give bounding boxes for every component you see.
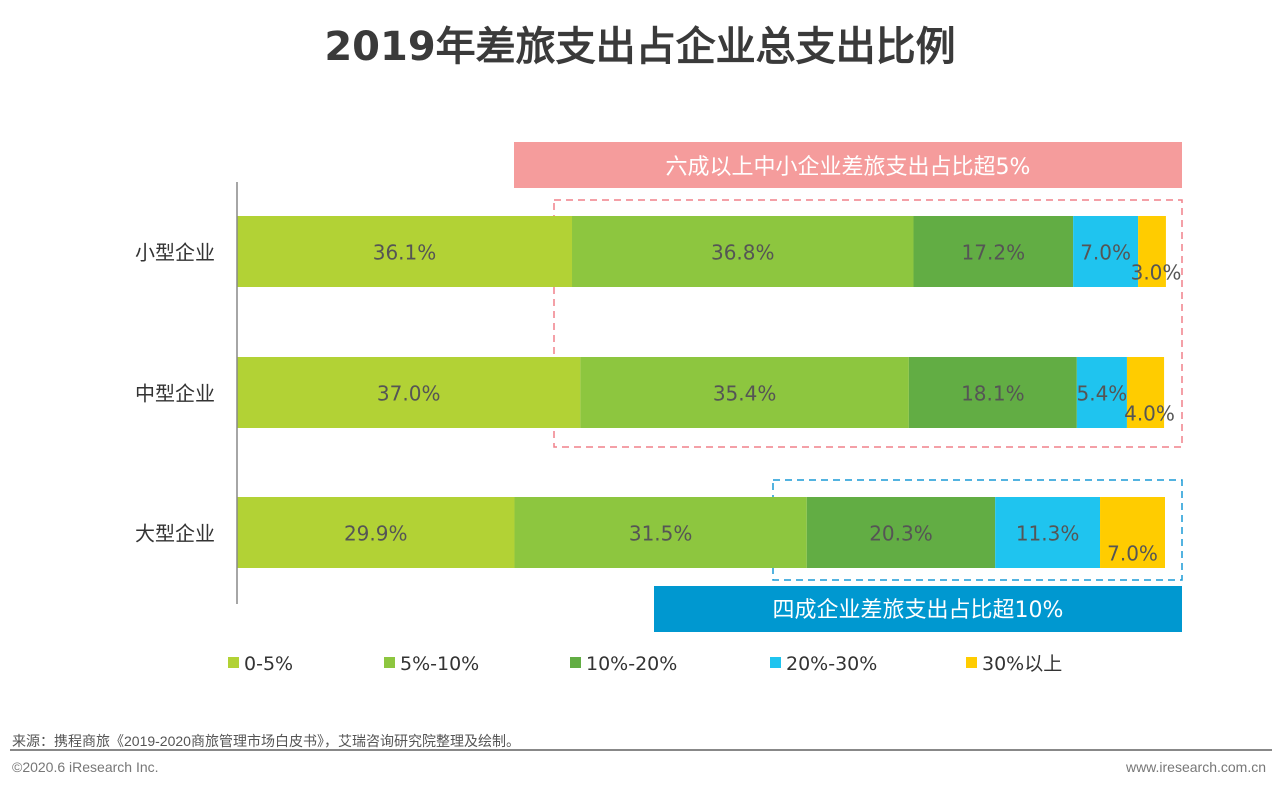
annotation-box-large xyxy=(654,586,1182,632)
bar-segment xyxy=(1126,357,1165,428)
data-label: 31.5% xyxy=(629,522,693,546)
bar-segment xyxy=(913,216,1074,287)
data-label: 37.0% xyxy=(377,382,441,406)
bar-segment xyxy=(237,497,515,568)
stacked-bar-chart: 六成以上中小企业差旅支出占比超5% 四成企业差旅支出占比超10% 小型企业 36.1%… xyxy=(135,142,1183,675)
data-label: 36.1% xyxy=(373,241,437,265)
data-label: 4.0% xyxy=(1124,402,1175,426)
bar-segment xyxy=(806,497,996,568)
data-label: 20.3% xyxy=(869,522,933,546)
footer-divider xyxy=(10,749,1272,751)
data-label: 7.0% xyxy=(1080,241,1131,265)
data-label: 35.4% xyxy=(713,382,777,406)
legend-swatch xyxy=(384,657,395,668)
category-label: 小型企业 xyxy=(135,241,215,265)
legend-label: 10%-20% xyxy=(586,653,677,675)
annotation-box-small-medium xyxy=(514,142,1182,188)
bar-segment xyxy=(1073,216,1139,287)
data-label: 7.0% xyxy=(1107,542,1158,566)
bar-segment xyxy=(237,357,581,428)
chart-title: 2019年差旅支出占企业总支出比例 xyxy=(324,24,956,70)
legend-label: 30%以上 xyxy=(982,653,1062,675)
website: www.iresearch.com.cn xyxy=(1125,759,1266,775)
highlight-box-large xyxy=(772,479,1183,581)
bar-segment xyxy=(1076,357,1127,428)
legend-label: 20%-30% xyxy=(786,653,877,675)
bar-segment xyxy=(995,497,1101,568)
legend-swatch xyxy=(966,657,977,668)
bar-segment xyxy=(580,357,909,428)
bar-segment xyxy=(572,216,914,287)
bar-segment xyxy=(1138,216,1166,287)
category-label: 大型企业 xyxy=(135,522,215,546)
data-label: 18.1% xyxy=(961,382,1025,406)
data-label: 5.4% xyxy=(1076,382,1127,406)
data-label: 29.9% xyxy=(344,522,408,546)
legend-swatch xyxy=(770,657,781,668)
category-label: 中型企业 xyxy=(135,382,215,406)
legend-label: 5%-10% xyxy=(400,653,479,675)
highlight-box-small-medium xyxy=(553,199,1183,448)
data-label: 17.2% xyxy=(962,241,1026,265)
annotation-text-large: 四成企业差旅支出占比超10% xyxy=(773,598,1064,623)
data-label: 36.8% xyxy=(711,241,775,265)
legend-swatch xyxy=(570,657,581,668)
legend-label: 0-5% xyxy=(244,653,293,675)
bar-segment xyxy=(908,357,1077,428)
bar-segment xyxy=(514,497,807,568)
source-note: 来源：携程商旅《2019-2020商旅管理市场白皮书》，艾瑞咨询研究院整理及绘制… xyxy=(12,733,520,749)
data-label: 11.3% xyxy=(1016,522,1080,546)
legend-swatch xyxy=(228,657,239,668)
bar-segment xyxy=(1100,497,1165,568)
copyright: ©2020.6 iResearch Inc. xyxy=(12,759,159,775)
bar-segment xyxy=(237,216,573,287)
annotation-text-small-medium: 六成以上中小企业差旅支出占比超5% xyxy=(666,155,1031,180)
data-label: 3.0% xyxy=(1131,261,1182,285)
